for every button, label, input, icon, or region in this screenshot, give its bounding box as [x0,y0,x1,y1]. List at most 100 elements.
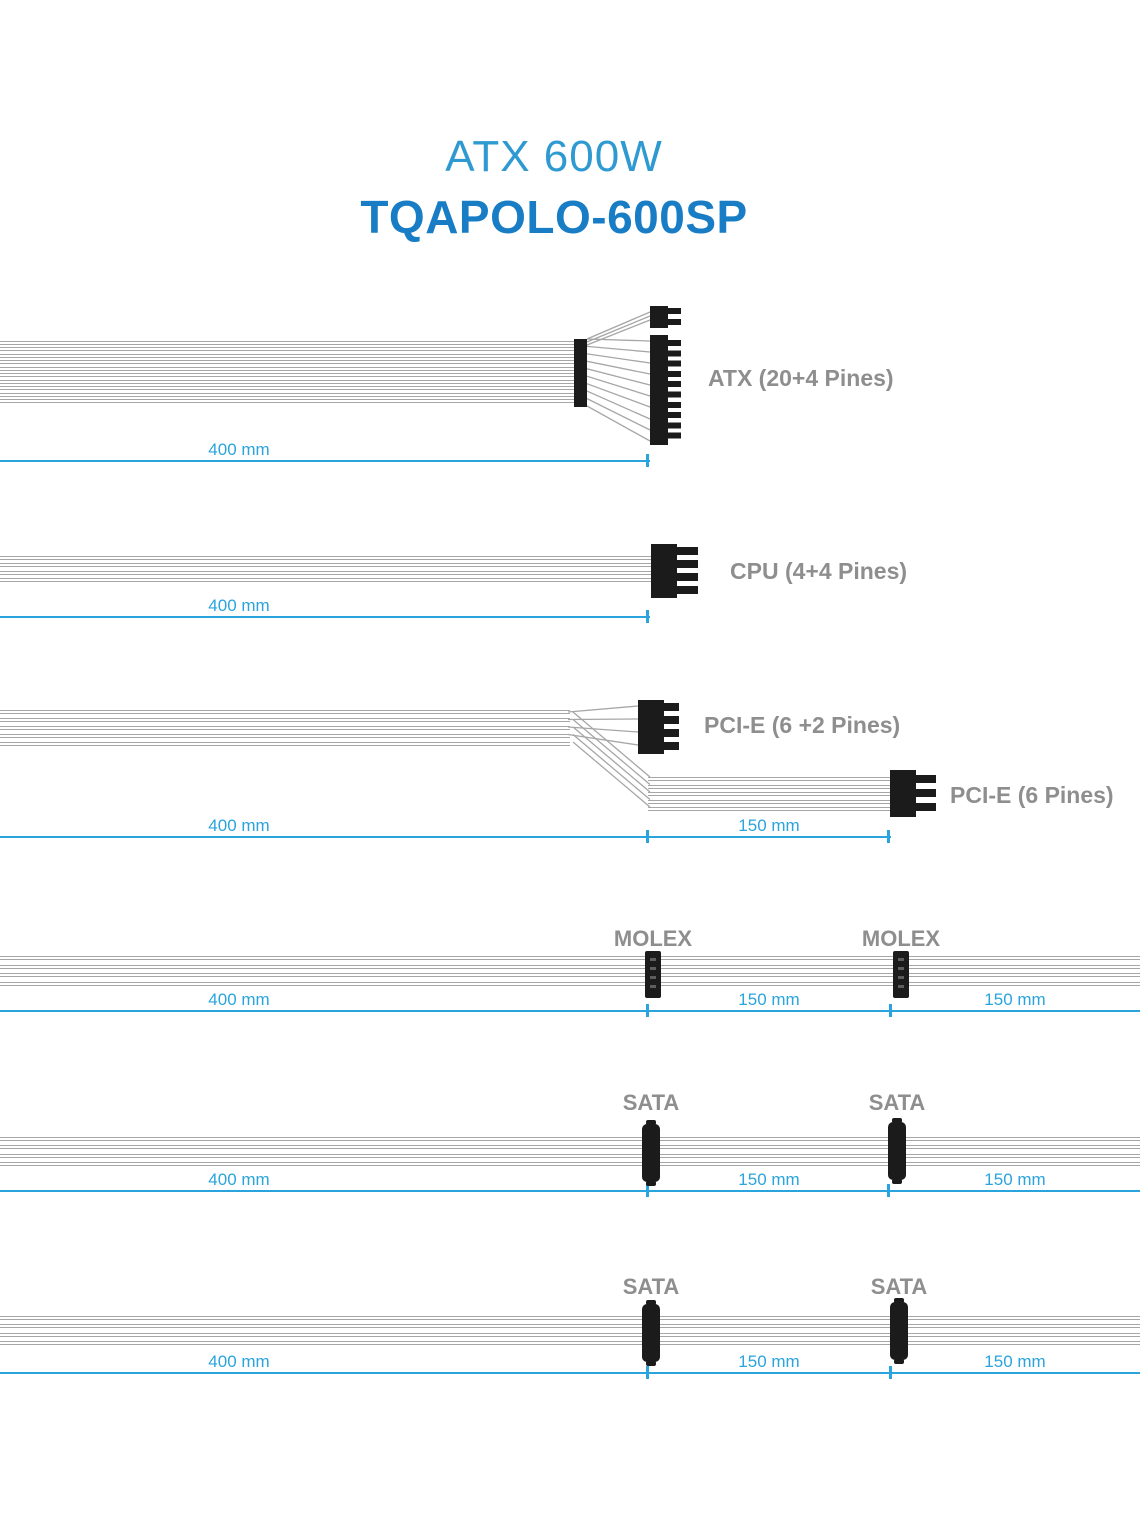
molex-measure-label-400: 400 mm [208,990,270,1009]
atx-wire-bundle [0,341,575,403]
cable-wire [0,1161,1140,1166]
sata1-measure-tick-150 [887,1184,890,1197]
molex-wire-bundle [0,956,1140,986]
molex-measure-tick-150 [889,1004,892,1017]
cable-wire [648,807,892,811]
cable-wire [0,347,575,352]
atx-20pin-connector-pins [668,340,681,440]
sata2-measure-tick-400 [646,1366,649,1379]
molex-label-1: MOLEX [613,926,693,951]
atx-measure-label-400: 400 mm [208,440,270,459]
cable-wire [648,792,892,796]
molex-measure-line [0,1010,1140,1012]
atx-20pin-connector [650,335,668,445]
cable-wire [0,386,575,391]
product-model-title: TQAPOLO-600SP [360,191,748,243]
sata2-label-2: SATA [870,1274,928,1299]
atx-fanout-wires [587,311,651,442]
atx-4pin-connector-pins [668,308,681,325]
sata1-label-2: SATA [868,1090,926,1115]
atx-measure-line [0,460,650,462]
cable-wire [0,1137,1140,1141]
pcie-split-wires [567,705,651,808]
cable-wire [0,718,570,722]
sata1-measure-label-400: 400 mm [208,1170,270,1189]
cable-wire [0,1316,1140,1320]
sata1-measure-line [0,1190,1140,1192]
sata1-measure-tick-400 [646,1184,649,1197]
cable-wire [0,341,575,345]
atx-connector-label: ATX (20+4 Pines) [708,365,894,391]
cable-wire [0,556,652,560]
sata2-measure-line [0,1372,1140,1374]
sata1-label-1: SATA [622,1090,680,1115]
pcie-6pin-connector-pins [916,775,936,811]
cable-wire [0,577,652,582]
pcie-measure-tick-400 [646,830,649,843]
cable-wire [648,799,892,804]
atx-4pin-connector [650,306,668,328]
cpu-measure-tick [646,610,649,623]
sata2-measure-label-150b: 150 mm [984,1352,1046,1371]
cpu-connector-label: CPU (4+4 Pines) [730,558,908,584]
cable-wire [0,392,575,397]
cable-wire [0,742,570,746]
pcie-8pin-connector-pins [664,703,679,750]
sata2-wire-bundle [0,1316,1140,1345]
sata1-connector-2 [888,1118,906,1184]
cable-wire [0,366,575,371]
cable-wire [0,964,1140,969]
molex-connector-1 [645,951,661,998]
cable-wire [0,981,1140,986]
cable-wire [0,563,652,568]
pcie-measure-label-400: 400 mm [208,816,270,835]
cable-wire [648,777,892,781]
sata2-label-1: SATA [622,1274,680,1299]
sata2-measure-label-150a: 150 mm [738,1352,800,1371]
sata2-connector-2 [890,1298,908,1364]
atx-measure-tick [646,454,649,467]
cable-wire [0,734,570,738]
pcie-6pin-connector [890,770,916,817]
cpu-connector [651,544,677,598]
pcie-measure-label-150: 150 mm [738,816,800,835]
cpu-measure-label-400: 400 mm [208,596,270,615]
cpu-connector-pins [677,547,698,594]
pcie-6pin-label: PCI-E (6 Pines) [950,782,1114,808]
cpu-wire-bundle [0,556,652,582]
cable-wire [0,360,575,365]
pcie-measure-tick-150 [887,830,890,843]
cable-wire [0,1145,1140,1150]
sata2-measure-tick-150 [889,1366,892,1379]
cable-wire [0,710,570,714]
sata1-wire-bundle [0,1137,1140,1166]
diagram-title-block: ATX 600W TQAPOLO-600SP [0,132,1108,244]
molex-measure-label-150a: 150 mm [738,990,800,1009]
cable-wire [0,956,1140,960]
cable-wire [0,1153,1140,1158]
cable-wire [0,353,575,358]
pcie-lower-wire-bundle [648,777,892,811]
molex-connector-2 [893,951,909,998]
sata2-measure-label-400: 400 mm [208,1352,270,1371]
sata2-connector-1 [642,1300,660,1366]
cable-wire [0,570,652,575]
pcie-8pin-label: PCI-E (6 +2 Pines) [704,712,901,738]
pcie-wire-bundle [0,710,570,746]
molex-measure-tick-400 [646,1004,649,1017]
cable-wire [0,726,570,730]
sata1-connector-1 [642,1120,660,1186]
pcie-8pin-connector [638,700,664,754]
pcie-measure-line [0,836,891,838]
cpu-measure-line [0,616,650,618]
product-type-title: ATX 600W [445,132,663,181]
cable-wire [0,1324,1140,1329]
molex-label-2: MOLEX [861,926,941,951]
cable-wire [0,398,575,403]
molex-measure-label-150b: 150 mm [984,990,1046,1009]
sata1-measure-label-150b: 150 mm [984,1170,1046,1189]
cable-wire [0,973,1140,978]
cable-wire [0,373,575,378]
atx-cable-comb [574,339,587,407]
